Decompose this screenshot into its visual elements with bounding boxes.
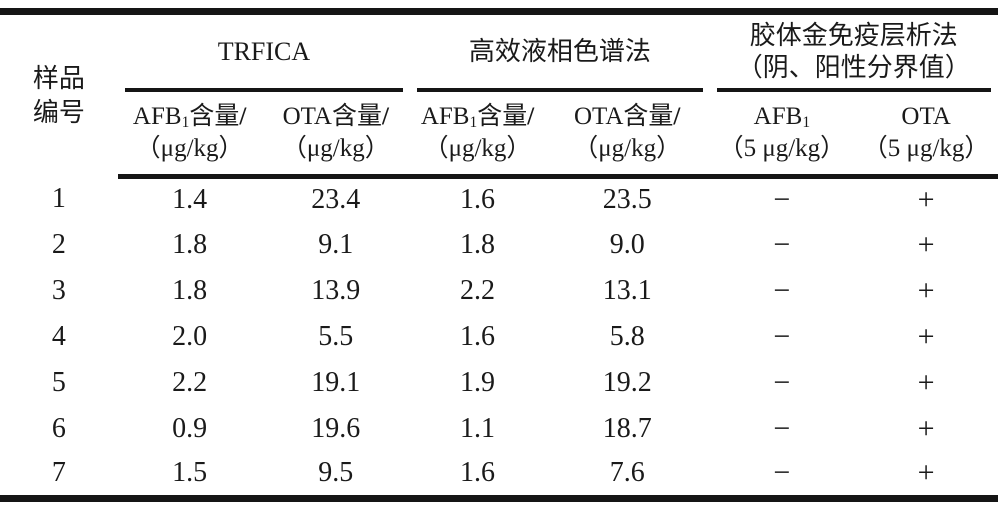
column-header-unit: （μg/kg） — [135, 134, 244, 162]
table-row: 6 0.9 19.6 1.1 18.7 − + — [0, 406, 998, 452]
group-underline-rule — [417, 88, 703, 92]
value-cell: 7.6 — [609, 457, 645, 489]
result-cell: − — [773, 183, 791, 217]
column-header-unit: （μg/kg） — [573, 134, 682, 162]
column-header-analyte: OTA含量/ — [282, 102, 389, 130]
result-cell: − — [773, 366, 791, 399]
value-cell: 1.9 — [460, 367, 495, 398]
value-cell: 13.9 — [311, 275, 361, 306]
value-cell: 1.8 — [460, 229, 495, 260]
value-cell: 1.6 — [460, 184, 495, 216]
sample-id-cell: 3 — [51, 275, 66, 306]
column-header-analyte: OTA含量/ — [574, 102, 681, 130]
group-label-line1: TRFICA — [217, 36, 311, 66]
result-cell: − — [773, 456, 791, 490]
group-header-colloidal-gold: 胶体金免疫层析法 （阴、阳性分界值） — [710, 12, 998, 92]
value-cell: 2.0 — [172, 321, 208, 352]
value-cell: 9.0 — [609, 229, 645, 260]
value-cell: 5.8 — [609, 321, 645, 352]
column-header-hplc-afb1: AFB1含量/ （μg/kg） — [410, 92, 545, 179]
group-header-label: TRFICA — [118, 15, 410, 88]
value-cell: 0.9 — [172, 413, 208, 444]
value-cell: 2.2 — [172, 367, 208, 398]
value-cell: 19.6 — [311, 413, 361, 444]
result-cell: + — [917, 456, 935, 490]
value-cell: 1.6 — [460, 457, 495, 489]
table-header: 样品 编号 TRFICA 高效液相色谱法 — [0, 12, 998, 179]
column-header-unit: （μg/kg） — [423, 134, 532, 162]
group-header-label: 胶体金免疫层析法 （阴、阳性分界值） — [710, 15, 998, 88]
result-cell: + — [917, 412, 935, 445]
value-cell: 19.2 — [602, 367, 652, 398]
column-header-gold-ota: OTA （5 μg/kg） — [854, 92, 998, 179]
table-row: 1 1.4 23.4 1.6 23.5 − + — [0, 176, 998, 222]
result-cell: + — [917, 228, 935, 261]
sample-id-cell: 7 — [51, 457, 66, 489]
column-header-unit: （5 μg/kg） — [718, 134, 846, 162]
result-cell: + — [917, 183, 935, 217]
group-label-line2: （阴、阳性分界值） — [736, 52, 971, 82]
sample-id-cell: 6 — [51, 413, 66, 444]
value-cell: 1.4 — [172, 184, 208, 216]
table-row: 4 2.0 5.5 1.6 5.8 − + — [0, 314, 998, 360]
sample-id-cell: 2 — [51, 229, 66, 260]
corner-header-sample-id: 样品 编号 — [0, 12, 118, 177]
group-header-trfica: TRFICA — [118, 12, 410, 92]
group-header-row: 样品 编号 TRFICA 高效液相色谱法 — [0, 12, 998, 127]
value-cell: 1.5 — [172, 457, 208, 489]
result-cell: + — [917, 366, 935, 399]
value-cell: 18.7 — [602, 413, 652, 444]
value-cell: 1.6 — [460, 321, 495, 352]
group-header-hplc: 高效液相色谱法 — [410, 12, 709, 92]
value-cell: 23.4 — [311, 184, 361, 216]
value-cell: 1.8 — [172, 229, 208, 260]
group-header-wrap: TRFICA — [118, 15, 410, 92]
corner-header-line1: 样品 — [32, 63, 85, 93]
group-header-wrap: 高效液相色谱法 — [410, 15, 709, 92]
column-header-analyte: AFB1含量/ — [132, 102, 247, 131]
result-cell: − — [773, 274, 791, 307]
group-label-line1: 胶体金免疫层析法 — [749, 20, 958, 50]
column-header-trfica-ota: OTA含量/ （μg/kg） — [261, 92, 411, 179]
sample-id-cell: 4 — [51, 321, 66, 352]
value-cell: 23.5 — [602, 184, 652, 216]
sample-id-cell: 1 — [51, 183, 66, 214]
group-header-wrap: 胶体金免疫层析法 （阴、阳性分界值） — [710, 15, 998, 92]
value-cell: 9.5 — [318, 457, 354, 489]
value-cell: 1.1 — [460, 413, 495, 444]
column-header-hplc-ota: OTA含量/ （μg/kg） — [544, 92, 710, 179]
result-cell: + — [917, 274, 935, 307]
table-row: 3 1.8 13.9 2.2 13.1 − + — [0, 268, 998, 314]
table-body: 1 1.4 23.4 1.6 23.5 − + 2 1.8 9.1 1.8 9.… — [0, 176, 998, 498]
result-cell: − — [773, 320, 791, 353]
column-header-unit: （μg/kg） — [281, 134, 390, 162]
result-cell: − — [773, 228, 791, 261]
sub-header-row: AFB1含量/ （μg/kg） OTA含量/ （μg/kg） AFB1含量/ （… — [0, 92, 998, 179]
value-cell: 1.8 — [172, 275, 208, 306]
table-row: 7 1.5 9.5 1.6 7.6 − + — [0, 452, 998, 498]
column-header-unit: （5 μg/kg） — [862, 134, 990, 162]
column-header-analyte: AFB1含量/ — [420, 102, 535, 131]
result-cell: − — [773, 412, 791, 445]
column-header-trfica-afb1: AFB1含量/ （μg/kg） — [117, 92, 262, 179]
group-header-label: 高效液相色谱法 — [410, 15, 709, 88]
group-underline-rule — [124, 88, 404, 92]
value-cell: 2.2 — [460, 275, 495, 306]
column-header-analyte: AFB1 — [753, 102, 811, 131]
column-header-analyte: OTA — [901, 102, 951, 130]
group-label-line1: 高效液相色谱法 — [468, 36, 651, 66]
table-row: 5 2.2 19.1 1.9 19.2 − + — [0, 360, 998, 406]
value-cell: 5.5 — [318, 321, 354, 352]
group-underline-rule — [716, 88, 991, 92]
sample-id-cell: 5 — [51, 367, 66, 398]
value-cell: 13.1 — [602, 275, 652, 306]
corner-header-line2: 编号 — [32, 97, 85, 127]
table-row: 2 1.8 9.1 1.8 9.0 − + — [0, 222, 998, 268]
result-cell: + — [917, 320, 935, 353]
value-cell: 9.1 — [318, 229, 354, 260]
value-cell: 19.1 — [311, 367, 361, 398]
results-table: 样品 编号 TRFICA 高效液相色谱法 — [0, 8, 998, 502]
column-header-gold-afb1: AFB1 （5 μg/kg） — [709, 92, 855, 179]
